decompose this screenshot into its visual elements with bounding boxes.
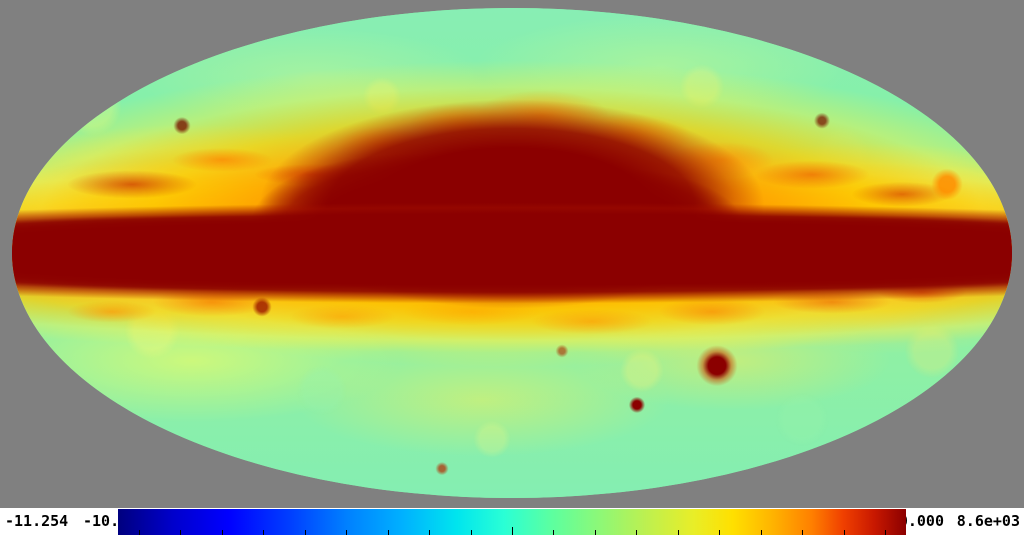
colorbar-tick — [180, 530, 182, 535]
colorbar-tick — [760, 530, 762, 535]
colorbar-tick — [470, 530, 472, 535]
colorbar-tick — [387, 530, 389, 535]
colorbar-tick — [512, 527, 513, 535]
colorbar-ticks — [118, 527, 906, 535]
colorbar-tick — [221, 530, 223, 535]
colorbar-tick — [843, 530, 845, 535]
colorbar-tick — [304, 530, 306, 535]
colorbar-tick — [677, 530, 679, 535]
colorbar-max-label: 8.6e+03 — [956, 512, 1020, 530]
colorbar-tick — [594, 530, 596, 535]
colorbar-tick — [429, 530, 431, 535]
colorbar-tick — [636, 530, 638, 535]
mollweide-sky-ellipse — [12, 8, 1012, 498]
colorbar-tick — [263, 530, 265, 535]
point-sources — [12, 8, 1012, 498]
colorbar-tick — [553, 530, 555, 535]
map-panel — [0, 0, 1024, 508]
colorbar-tick — [802, 530, 804, 535]
colorbar-tick — [719, 530, 721, 535]
colorbar-tick — [138, 530, 140, 535]
colorbar-tick — [885, 530, 887, 535]
colorbar-min-label: -11.254 — [5, 512, 69, 530]
colorbar-tick — [346, 530, 348, 535]
